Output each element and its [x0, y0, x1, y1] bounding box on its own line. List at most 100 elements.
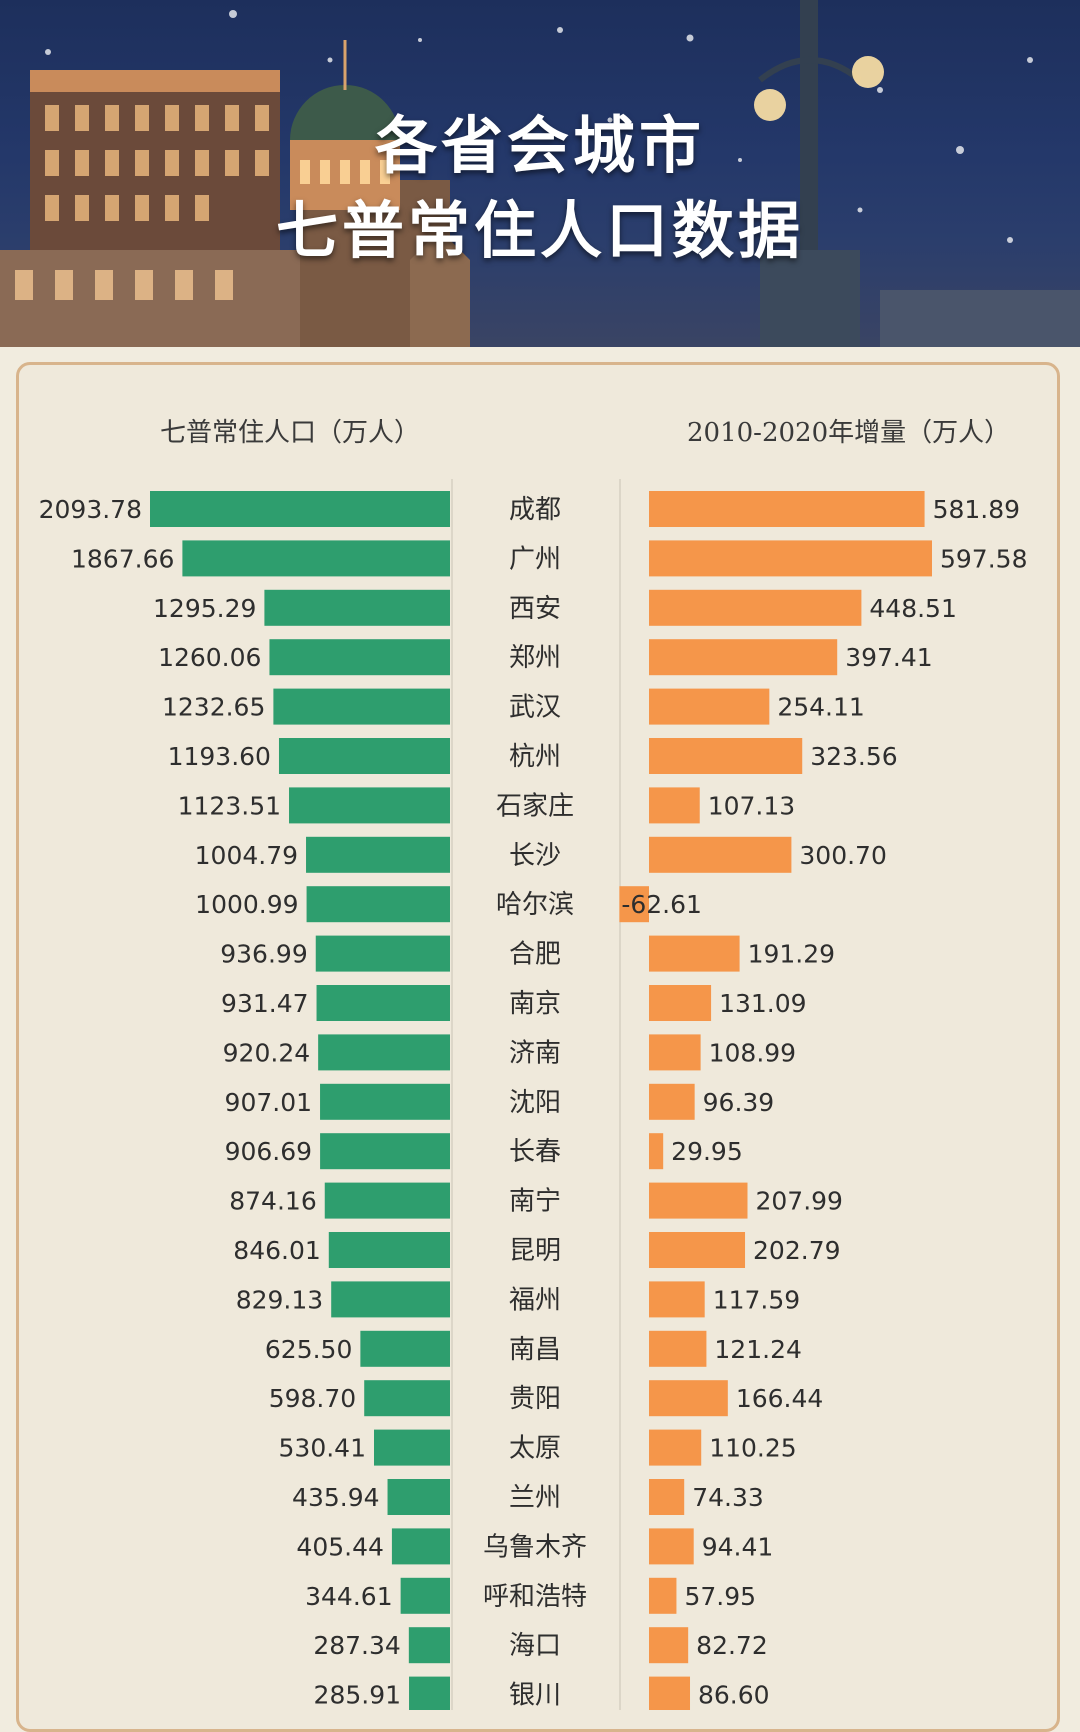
title-line-2: 七普常住人口数据 — [275, 194, 804, 267]
city-label: 成都 — [509, 495, 561, 525]
city-label: 贵阳 — [509, 1384, 561, 1414]
growth-label: 300.70 — [799, 841, 886, 870]
city-label: 南昌 — [509, 1335, 561, 1365]
growth-bar — [649, 1232, 746, 1268]
growth-bar — [649, 639, 838, 676]
population-label: 906.69 — [225, 1137, 312, 1166]
population-bar — [289, 787, 450, 824]
city-label: 武汉 — [509, 693, 561, 723]
population-label: 2093.78 — [39, 495, 142, 524]
growth-label: 131.09 — [719, 989, 806, 1018]
growth-label: 74.33 — [692, 1483, 764, 1512]
population-label: 435.94 — [292, 1483, 379, 1512]
population-label: 405.44 — [296, 1532, 383, 1561]
growth-bar — [649, 589, 862, 626]
growth-bar — [649, 1330, 707, 1367]
population-bar — [306, 836, 450, 873]
left-column-header: 七普常住人口（万人） — [160, 418, 421, 448]
growth-bar — [649, 1479, 685, 1515]
growth-label: 110.25 — [709, 1434, 796, 1463]
growth-label: 117.59 — [713, 1285, 800, 1314]
population-label: 1004.79 — [195, 841, 298, 870]
city-label: 西安 — [509, 594, 561, 624]
growth-label: 108.99 — [709, 1038, 796, 1067]
city-label: 呼和浩特 — [483, 1582, 587, 1612]
growth-label: 86.60 — [698, 1681, 770, 1710]
growth-label: 323.56 — [810, 742, 897, 771]
population-bar — [182, 540, 451, 577]
population-bar — [269, 639, 450, 676]
population-bar — [316, 985, 450, 1021]
population-label: 1260.06 — [158, 643, 261, 672]
city-label: 石家庄 — [496, 791, 574, 821]
population-label: 1295.29 — [153, 594, 256, 623]
cathedral — [290, 40, 470, 347]
city-label: 太原 — [509, 1434, 561, 1464]
growth-bar — [649, 985, 712, 1021]
street-lamp — [754, 0, 884, 347]
growth-bar — [649, 1676, 691, 1710]
population-label: 829.13 — [236, 1285, 323, 1314]
population-bar — [387, 1479, 450, 1515]
growth-label: 191.29 — [748, 940, 835, 969]
population-bar — [320, 1083, 450, 1120]
growth-bar — [649, 688, 770, 725]
population-label: 530.41 — [279, 1434, 366, 1463]
growth-bar — [649, 1133, 664, 1170]
population-bar — [374, 1429, 450, 1466]
growth-bar — [649, 1034, 701, 1071]
growth-bar — [649, 1380, 728, 1417]
title-line-1: 各省会城市 — [374, 109, 705, 182]
population-bar — [264, 589, 450, 626]
growth-bar — [619, 886, 649, 923]
population-bar — [400, 1577, 450, 1614]
growth-bar — [649, 935, 740, 972]
population-bar — [408, 1627, 450, 1664]
population-label: 846.01 — [233, 1236, 320, 1265]
growth-bar — [649, 1627, 689, 1664]
growth-label: 207.99 — [755, 1187, 842, 1216]
chart-panel — [16, 362, 1060, 1732]
city-label: 沈阳 — [509, 1088, 561, 1118]
city-label: 长沙 — [509, 841, 561, 871]
growth-label: 29.95 — [671, 1137, 743, 1166]
population-label: 344.61 — [305, 1582, 392, 1611]
city-label: 合肥 — [509, 940, 561, 970]
population-bar — [306, 886, 450, 923]
population-label: 1000.99 — [195, 890, 298, 919]
population-bar — [315, 935, 450, 972]
growth-label: 57.95 — [684, 1582, 756, 1611]
city-label: 海口 — [509, 1631, 561, 1661]
population-label: 1123.51 — [178, 791, 281, 820]
growth-label: 94.41 — [702, 1532, 774, 1561]
growth-label: 448.51 — [869, 594, 956, 623]
population-label: 1867.66 — [71, 544, 174, 573]
population-label: 1193.60 — [168, 742, 271, 771]
city-label: 郑州 — [509, 643, 561, 673]
population-label: 874.16 — [229, 1187, 316, 1216]
night-city-illustration — [0, 0, 1080, 347]
population-bar — [273, 688, 450, 725]
city-label: 南京 — [509, 989, 561, 1019]
population-label: 1232.65 — [162, 693, 265, 722]
growth-bar — [649, 1528, 694, 1565]
growth-bar — [649, 1182, 748, 1219]
city-label: 广州 — [509, 544, 561, 574]
population-label: 931.47 — [221, 989, 308, 1018]
growth-label: 96.39 — [703, 1088, 775, 1117]
growth-label: 202.79 — [753, 1236, 840, 1265]
header-banner: 各省会城市 七普常住人口数据 — [0, 0, 1080, 347]
growth-bar — [649, 1429, 702, 1466]
right-column-header: 2010-2020年增量（万人） — [687, 418, 1011, 448]
growth-label: 107.13 — [708, 791, 795, 820]
city-label: 福州 — [509, 1285, 561, 1315]
city-label: 杭州 — [509, 742, 561, 772]
growth-label: 82.72 — [696, 1631, 768, 1660]
city-label: 昆明 — [509, 1236, 561, 1266]
snow-dots — [45, 10, 1033, 243]
city-label: 兰州 — [509, 1483, 561, 1513]
population-label: 907.01 — [225, 1088, 312, 1117]
growth-bar — [649, 787, 700, 824]
city-label: 银川 — [509, 1681, 561, 1710]
